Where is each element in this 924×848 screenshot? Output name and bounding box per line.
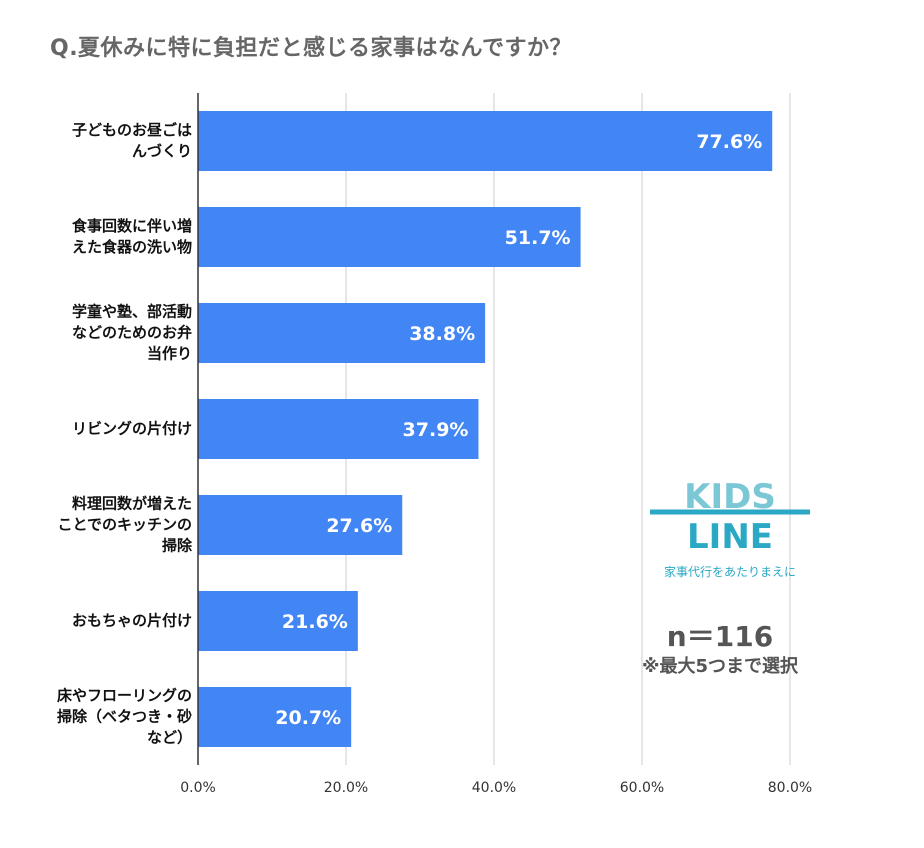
svg-text:LINE: LINE: [687, 517, 773, 555]
bar: [198, 399, 479, 459]
bar: [198, 687, 352, 747]
svg-text:KIDS: KIDS: [684, 477, 776, 517]
category-label: 学童や塾、部活動 などのためのお弁 当作り: [71, 302, 192, 363]
category-label: おもちゃの片付け: [71, 611, 192, 630]
x-tick-label: 20.0%: [323, 780, 369, 796]
data-label: 51.7%: [505, 227, 571, 249]
data-label: 77.6%: [696, 131, 762, 153]
data-label: 38.8%: [409, 323, 475, 345]
category-label: リビングの片付け: [71, 419, 192, 438]
chart-title: Q.夏休みに特に負担だと感じる家事はなんですか？: [50, 36, 572, 61]
data-label: 27.6%: [326, 515, 392, 537]
bar: [198, 303, 486, 363]
x-tick-label: 60.0%: [619, 780, 665, 796]
logo-tagline: 家事代行をあたりまえに: [663, 565, 796, 579]
data-label: 37.9%: [403, 419, 469, 441]
bar: [198, 111, 773, 171]
category-label: 子どものお昼ごは んづくり: [71, 121, 192, 160]
x-tick-label: 0.0%: [180, 780, 216, 796]
data-label: 21.6%: [282, 611, 348, 633]
bar: [198, 207, 581, 267]
bar: [198, 495, 403, 555]
x-tick-label: 80.0%: [767, 780, 813, 796]
kidsline-logo-mark: KIDS LINE: [650, 477, 810, 557]
sample-size: n＝116: [666, 620, 774, 653]
bar: [198, 591, 358, 651]
category-label: 床やフローリングの 掃除（ベタつき・砂 など）: [56, 686, 192, 747]
data-label: 20.7%: [275, 707, 341, 729]
category-label: 料理回数が増えた ことでのキッチンの 掃除: [57, 494, 192, 555]
selection-note: ※最大5つまで選択: [641, 656, 799, 677]
kidsline-logo: KIDS LINE 家事代行をあたりまえに: [640, 470, 820, 580]
x-tick-label: 40.0%: [471, 780, 517, 796]
category-label: 食事回数に伴い増 えた食器の洗い物: [71, 217, 192, 256]
